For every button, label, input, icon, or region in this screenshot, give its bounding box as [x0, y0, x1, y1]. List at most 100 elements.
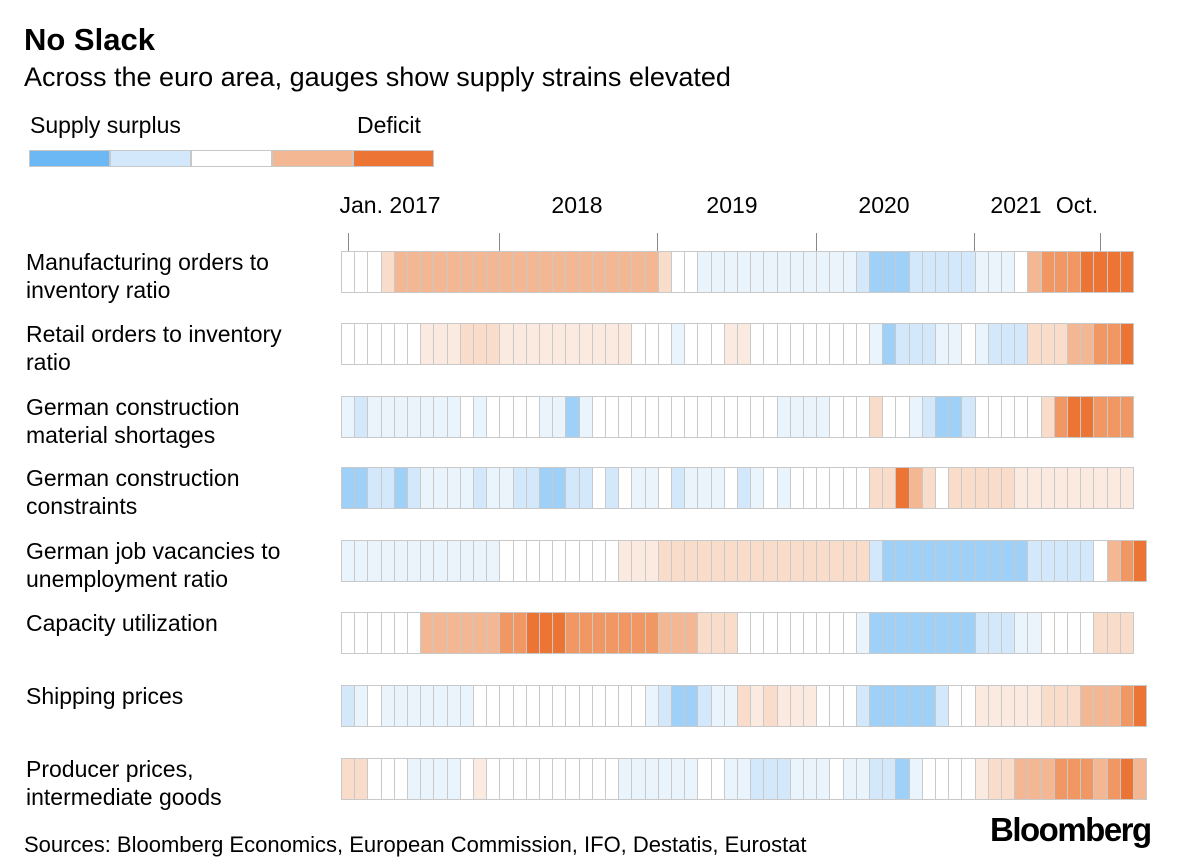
heatmap-cell: [367, 685, 382, 727]
heatmap-cell: [1093, 612, 1108, 654]
heatmap-cell: [460, 396, 474, 438]
heatmap-cell: [869, 251, 883, 293]
heatmap-cell: [526, 323, 540, 365]
heatmap-cell: [618, 758, 632, 800]
color-legend: [29, 150, 434, 167]
heatmap-cell: [816, 685, 830, 727]
legend-swatch-2: [191, 150, 272, 167]
heatmap-cell: [1041, 396, 1055, 438]
heatmap-cell: [922, 323, 936, 365]
heatmap-cell: [658, 612, 672, 654]
heatmap-cell: [473, 396, 487, 438]
heatmap-cell: [381, 612, 395, 654]
heatmap-cell: [1001, 612, 1015, 654]
heatmap-cell: [737, 758, 751, 800]
legend-swatch-0: [29, 150, 110, 167]
heatmap-cell: [909, 540, 923, 582]
heatmap-cell: [1027, 685, 1042, 727]
heatmap-cell: [1014, 251, 1028, 293]
heatmap-cell: [724, 396, 738, 438]
heatmap-cell: [394, 612, 408, 654]
heatmap-cell: [354, 758, 368, 800]
heatmap-cell: [420, 540, 434, 582]
heatmap-cell: [724, 323, 738, 365]
heatmap-cell: [1054, 612, 1068, 654]
row-label: Retail orders to inventory ratio: [26, 321, 282, 375]
heatmap-cell: [1054, 251, 1068, 293]
heatmap-cell: [671, 251, 685, 293]
heatmap-cell: [711, 251, 725, 293]
heatmap-cell: [909, 323, 923, 365]
heatmap-cell: [763, 396, 778, 438]
heatmap-cell: [1093, 540, 1108, 582]
heatmap-cell: [961, 685, 976, 727]
heatmap-cell: [777, 685, 791, 727]
heatmap-cell: [922, 612, 936, 654]
heatmap-cell: [486, 758, 500, 800]
heatmap-cell: [552, 685, 566, 727]
heatmap-cell: [658, 323, 672, 365]
heatmap-cell: [882, 540, 896, 582]
chart-subtitle: Across the euro area, gauges show supply…: [24, 62, 731, 92]
heatmap-cell: [975, 612, 989, 654]
heatmap-cell: [579, 467, 593, 509]
heatmap-cell: [724, 467, 738, 509]
heatmap-cell: [684, 467, 698, 509]
heatmap-cell: [605, 685, 619, 727]
heatmap-cell: [1120, 251, 1134, 293]
heatmap-cell: [1120, 467, 1134, 509]
heatmap-cell: [367, 612, 382, 654]
heatmap-cell: [645, 251, 659, 293]
heatmap-cell: [948, 467, 962, 509]
heatmap-cell: [592, 685, 606, 727]
heatmap-cell: [1107, 540, 1121, 582]
heatmap-cell: [407, 758, 421, 800]
heatmap-cell: [1054, 467, 1068, 509]
heatmap-cell: [381, 323, 395, 365]
heatmap-cell: [763, 685, 778, 727]
heatmap-cell: [724, 251, 738, 293]
heatmap-cell: [1041, 685, 1055, 727]
heatmap-cell: [763, 323, 778, 365]
heatmap-cell: [1014, 467, 1028, 509]
heatmap-cell: [1001, 251, 1015, 293]
heatmap-cell: [856, 685, 870, 727]
heatmap-cell: [935, 467, 949, 509]
legend-swatch-3: [272, 150, 353, 167]
heatmap-cell: [895, 540, 910, 582]
heatmap-cell: [407, 396, 421, 438]
heatmap-cell: [1133, 540, 1147, 582]
heatmap-cell: [513, 251, 527, 293]
heatmap-cell: [354, 612, 368, 654]
heatmap-cell: [1093, 467, 1108, 509]
heatmap-cell: [658, 251, 672, 293]
heatmap-cell: [843, 323, 857, 365]
heatmap-cell: [790, 323, 804, 365]
heatmap-cell: [882, 612, 896, 654]
heatmap-cell: [816, 540, 830, 582]
heatmap-cell: [948, 540, 962, 582]
heatmap-cell: [803, 758, 817, 800]
heatmap-cell: [1067, 396, 1081, 438]
heatmap-cell: [565, 396, 580, 438]
x-tick-mark: [657, 233, 658, 251]
heatmap-cell: [895, 251, 910, 293]
heatmap-cell: [829, 251, 844, 293]
heatmap-cell: [724, 540, 738, 582]
heatmap-cell: [684, 758, 698, 800]
heatmap-cell: [460, 251, 474, 293]
heatmap-cell: [843, 251, 857, 293]
heatmap-cell: [381, 251, 395, 293]
heatmap-cell: [816, 612, 830, 654]
heatmap-cell: [354, 251, 368, 293]
heatmap-cell: [447, 396, 461, 438]
heatmap-cell: [499, 612, 514, 654]
x-tick-mark: [816, 233, 817, 251]
heatmap-cell: [1093, 396, 1108, 438]
heatmap-cell: [354, 685, 368, 727]
heatmap-cell: [671, 758, 685, 800]
heatmap-cell: [460, 323, 474, 365]
heatmap-cell: [631, 467, 646, 509]
heatmap-cell: [843, 612, 857, 654]
heatmap-cell: [816, 323, 830, 365]
